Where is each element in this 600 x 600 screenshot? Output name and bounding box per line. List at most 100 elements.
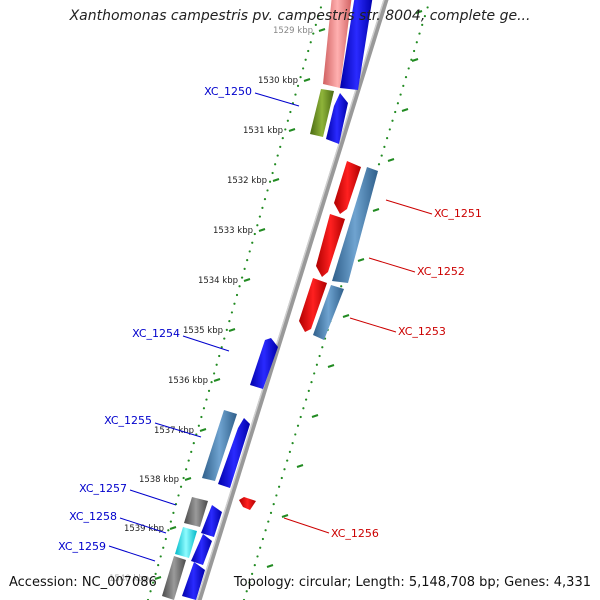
- gene-feature-pink[interactable]: [323, 0, 352, 88]
- scale-dot: [264, 529, 267, 532]
- topology-label: Topology: circular; Length: 5,148,708 bp…: [233, 575, 591, 590]
- scale-dot: [268, 180, 272, 183]
- scale-tick: [213, 378, 221, 382]
- scale-dot: [253, 232, 256, 236]
- gene-feature-blue-xc1250b[interactable]: [326, 93, 348, 144]
- scale-tick-label: 1537 kbp: [154, 426, 194, 436]
- gene-feature-xc1253[interactable]: [299, 278, 327, 332]
- scale-dot: [307, 49, 310, 53]
- gene-callout-line: [129, 489, 177, 506]
- scale-track: [146, 6, 323, 600]
- scale-dot: [164, 537, 167, 541]
- scale-dot: [261, 206, 264, 209]
- gene-label-xc-1252[interactable]: XC_1252: [417, 265, 465, 278]
- scale-dot: [275, 494, 278, 497]
- scale-dot: [202, 407, 206, 410]
- gene-feature-xc1254[interactable]: [250, 338, 278, 389]
- scale-dot: [240, 276, 244, 279]
- scale-dot: [172, 511, 175, 514]
- gene-feature-xc1258[interactable]: [201, 505, 222, 537]
- scale-dot: [200, 415, 203, 419]
- scale-dot: [230, 311, 234, 314]
- scale-dot: [272, 503, 275, 506]
- gene-label-xc-1250[interactable]: XC_1250: [204, 85, 252, 98]
- gene-feature-xc1257[interactable]: [184, 497, 208, 527]
- scale-dot: [259, 546, 262, 549]
- scale-dot: [284, 128, 287, 131]
- scale-tick: [169, 526, 177, 530]
- gene-feature-xc1255[interactable]: [202, 410, 237, 481]
- scale-dot: [340, 285, 343, 288]
- gene-label-xc-1254[interactable]: XC_1254: [132, 327, 180, 340]
- scale-tick-label: 1535 kbp: [183, 326, 223, 336]
- scale-tick-right: [387, 158, 395, 162]
- gene-label-xc-1253[interactable]: XC_1253: [398, 325, 446, 338]
- page-title: Xanthomonas campestris pv. campestris st…: [69, 8, 531, 24]
- gene-label-xc-1251[interactable]: XC_1251: [434, 207, 482, 220]
- scale-dot: [380, 154, 383, 157]
- gene-label-xc-1259[interactable]: XC_1259: [58, 540, 106, 553]
- scale-dot: [388, 128, 391, 131]
- scale-dot: [319, 6, 323, 9]
- scale-dot: [205, 398, 208, 401]
- scale-dot: [283, 468, 286, 471]
- scale-tick-label: 1540 kbp: [109, 574, 149, 584]
- scale-dot: [426, 6, 429, 9]
- genome-backbone-highlight: [196, 0, 385, 600]
- gene-feature-blue-top[interactable]: [340, 0, 373, 90]
- gene-label-xc-1257[interactable]: XC_1257: [79, 482, 127, 495]
- scale-dot: [245, 590, 248, 593]
- gene-label-xc-1256[interactable]: XC_1256: [331, 527, 379, 540]
- gene-label-xc-1255[interactable]: XC_1255: [104, 414, 152, 427]
- scale-dot: [149, 590, 152, 593]
- scale-dot: [213, 372, 216, 375]
- scale-dot: [248, 581, 251, 584]
- gene-feature-xc1251-steel[interactable]: [332, 167, 378, 283]
- gene-feature-xc1252[interactable]: [316, 214, 345, 277]
- gene-feature-xc1255b[interactable]: [218, 418, 250, 488]
- scale-tick-right: [342, 314, 350, 318]
- scale-dot: [269, 511, 273, 514]
- scale-dot: [266, 189, 269, 192]
- scale-tick-label: 1531 kbp: [243, 126, 283, 136]
- gene-feature-xc1256[interactable]: [239, 497, 256, 510]
- scale-tick: [199, 428, 207, 432]
- scale-dot: [267, 520, 270, 523]
- scale-dot: [182, 476, 185, 480]
- scale-dot: [157, 564, 160, 567]
- scale-dot: [299, 76, 302, 79]
- scale-dot: [256, 224, 259, 227]
- scale-tick-right: [296, 464, 304, 468]
- scale-tick-label: 1539 kbp: [124, 524, 164, 534]
- gene-feature-xc1260[interactable]: [182, 562, 205, 600]
- scale-tick-right: [411, 58, 419, 62]
- gene-feature-olive-xc1250[interactable]: [310, 89, 334, 137]
- gene-feature-xc1259-blue[interactable]: [191, 534, 212, 565]
- scale-dot: [407, 67, 410, 70]
- scale-dot: [274, 163, 277, 166]
- scale-tick: [243, 278, 251, 282]
- gene-feature-xc1258-cyan[interactable]: [175, 527, 197, 558]
- scale-tick: [154, 576, 162, 580]
- gene-feature-xc1259[interactable]: [162, 556, 186, 600]
- scale-dot: [251, 241, 254, 244]
- scale-dot: [235, 293, 239, 297]
- scale-dot: [304, 58, 307, 61]
- scale-dot: [383, 145, 386, 148]
- scale-tick: [288, 128, 296, 132]
- scale-dot: [154, 572, 157, 575]
- scale-dot: [313, 372, 316, 375]
- scale-dot: [318, 354, 321, 358]
- gene-feature-xc1253-steel[interactable]: [313, 285, 344, 340]
- gene-callout-line: [108, 545, 156, 562]
- gene-label-xc-1258[interactable]: XC_1258: [69, 510, 117, 523]
- gene-callout-line: [254, 92, 300, 107]
- scale-dot: [167, 529, 170, 532]
- scale-dot: [386, 137, 389, 140]
- scale-dot: [294, 93, 297, 96]
- scale-dot: [307, 389, 310, 392]
- scale-dot: [251, 572, 254, 575]
- gene-feature-xc1251[interactable]: [334, 161, 361, 214]
- scale-dot: [302, 407, 305, 410]
- scale-ticks: 1529 kbp 1530 kbp 1531 kbp 1532 kbp 1533 kbp…: [109, 10, 423, 584]
